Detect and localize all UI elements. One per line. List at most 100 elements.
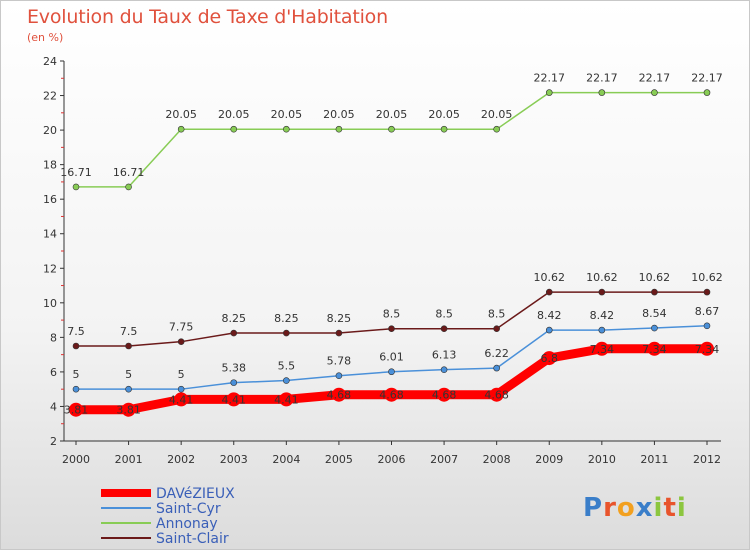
y-tick-label: 14 (43, 228, 57, 241)
data-label: 16.71 (60, 166, 92, 179)
data-label: 8.42 (537, 309, 562, 322)
data-label: 20.05 (428, 108, 460, 121)
data-label: 20.05 (323, 108, 355, 121)
x-tick-label: 2008 (483, 453, 511, 466)
x-tick-label: 2001 (115, 453, 143, 466)
logo-letter: x (635, 493, 654, 523)
data-label: 4.68 (379, 389, 404, 402)
data-point (493, 364, 500, 372)
data-point (700, 341, 714, 356)
data-label: 5.38 (222, 362, 247, 375)
data-point (440, 366, 448, 373)
data-label: 22.17 (586, 72, 618, 85)
logo-letter: t (663, 493, 677, 523)
data-label: 8.5 (488, 308, 506, 321)
data-point (545, 326, 553, 334)
data-point (437, 387, 452, 402)
data-point (230, 125, 238, 133)
data-label: 5.78 (327, 355, 352, 368)
data-point (440, 125, 448, 133)
logo-letter: i (653, 493, 664, 523)
y-tick-label: 12 (43, 262, 57, 275)
legend-label: Saint-Cyr (156, 501, 221, 517)
proxiti-logo: Proxiti (583, 493, 687, 523)
data-label: 8.25 (327, 312, 352, 325)
data-label: 7.75 (169, 321, 194, 334)
logo-letter: r (603, 493, 617, 523)
data-label: 10.62 (586, 271, 618, 284)
data-label: 22.17 (534, 72, 566, 85)
data-point (125, 385, 132, 393)
data-point (125, 183, 132, 191)
data-point (493, 125, 500, 133)
data-label: 8.42 (590, 309, 615, 322)
data-point (177, 385, 185, 393)
logo-letter: i (676, 493, 687, 523)
data-point (598, 326, 606, 334)
data-label: 10.62 (639, 271, 671, 284)
data-point (177, 125, 185, 133)
data-point (598, 288, 606, 296)
data-point (545, 288, 553, 296)
x-tick-label: 2006 (378, 453, 406, 466)
data-label: 5.5 (278, 360, 296, 373)
x-tick-label: 2007 (430, 453, 458, 466)
x-tick-label: 2012 (693, 453, 721, 466)
data-point (72, 385, 80, 393)
data-label: 8.5 (383, 308, 401, 321)
data-point (598, 89, 606, 96)
data-label: 8.25 (222, 312, 247, 325)
data-point (331, 387, 346, 402)
data-label: 10.62 (534, 271, 566, 284)
data-label: 5 (73, 368, 80, 381)
legend-label: DAVéZIEUX (156, 486, 235, 502)
y-tick-label: 8 (50, 331, 57, 344)
x-tick-label: 2004 (272, 453, 300, 466)
data-point (230, 329, 238, 337)
data-label: 3.81 (116, 404, 141, 417)
y-tick-label: 18 (43, 159, 57, 172)
data-point (69, 402, 83, 417)
x-tick-label: 2003 (220, 453, 248, 466)
data-label: 8.67 (695, 305, 720, 318)
data-label: 16.71 (113, 166, 145, 179)
data-point (72, 183, 80, 191)
data-label: 20.05 (376, 108, 408, 121)
data-label: 7.34 (695, 343, 720, 356)
data-point (283, 329, 290, 337)
data-point (493, 325, 500, 333)
data-point (703, 89, 711, 96)
data-point (703, 322, 711, 330)
data-point (703, 288, 711, 296)
data-label: 4.41 (169, 393, 194, 406)
data-label: 4.68 (432, 389, 457, 402)
data-label: 6.01 (379, 351, 404, 364)
x-tick-label: 2000 (62, 453, 90, 466)
y-tick-label: 4 (50, 400, 57, 413)
data-label: 7.34 (642, 343, 667, 356)
data-label: 20.05 (271, 108, 303, 121)
data-label: 20.05 (165, 108, 197, 121)
data-point (388, 325, 395, 333)
x-tick-label: 2011 (640, 453, 668, 466)
y-tick-label: 2 (50, 435, 57, 448)
data-point (647, 341, 662, 356)
data-label: 22.17 (691, 72, 723, 85)
data-point (594, 341, 609, 356)
logo-letter: o (616, 493, 636, 523)
data-point (283, 125, 290, 133)
data-point (651, 89, 658, 96)
data-label: 3.81 (64, 404, 89, 417)
data-label: 6.22 (484, 347, 509, 360)
data-label: 6.8 (541, 352, 559, 365)
data-label: 10.62 (691, 271, 723, 284)
data-label: 4.68 (327, 389, 352, 402)
y-tick-label: 24 (43, 55, 57, 68)
y-tick-label: 16 (43, 193, 57, 206)
data-point (335, 125, 343, 133)
data-point (440, 325, 448, 333)
data-label: 8.54 (642, 307, 667, 320)
data-label: 7.5 (120, 325, 138, 338)
data-point (651, 324, 658, 332)
